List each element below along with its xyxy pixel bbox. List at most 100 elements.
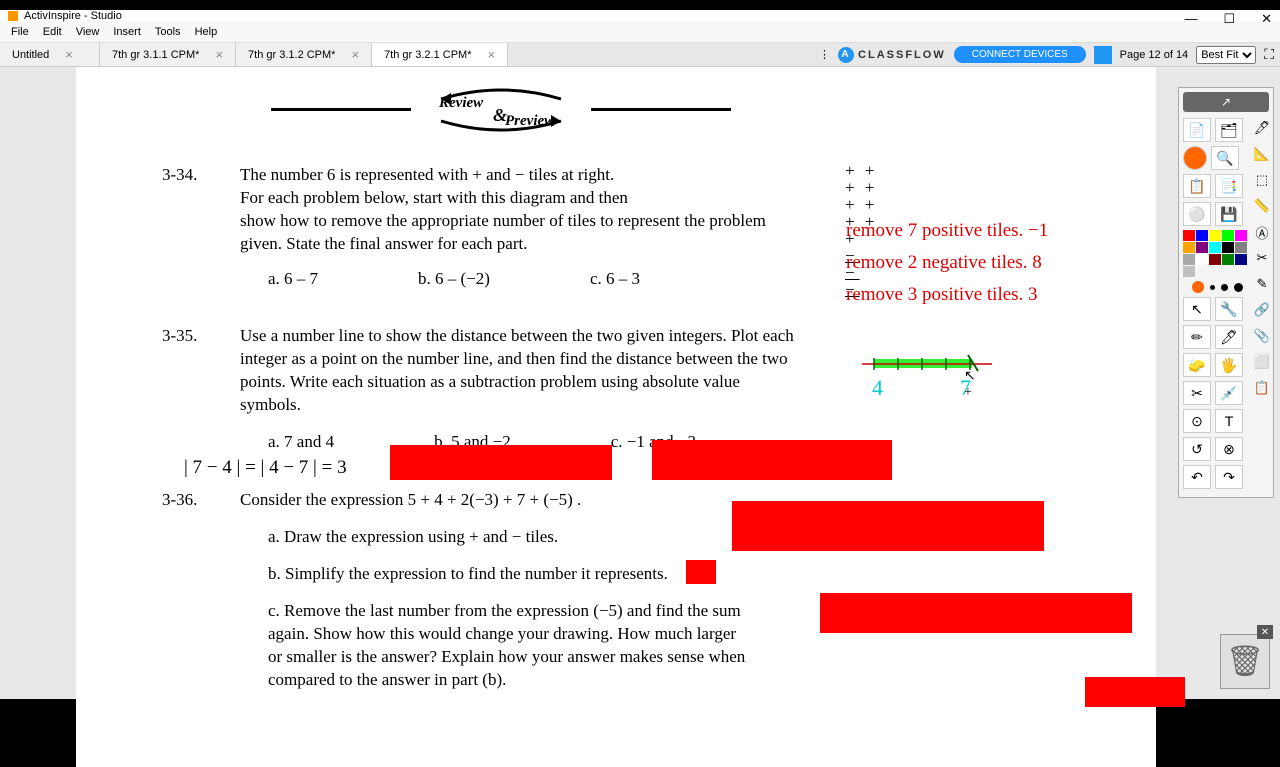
color-swatch[interactable]: [1235, 254, 1247, 265]
side-tool-1[interactable]: 📐: [1252, 143, 1272, 165]
tab-label: Untitled: [12, 49, 49, 61]
tab-311[interactable]: 7th gr 3.1.1 CPM*×: [100, 43, 236, 66]
record-icon[interactable]: [1183, 146, 1207, 170]
tab-close-icon[interactable]: ×: [351, 47, 359, 62]
side-tool-8[interactable]: 📎: [1252, 325, 1272, 347]
share-button[interactable]: ↗: [1183, 92, 1269, 112]
maximize-button[interactable]: ☐: [1219, 11, 1239, 27]
reset-icon[interactable]: ↺: [1183, 437, 1211, 461]
picker-icon[interactable]: 💉: [1215, 381, 1243, 405]
hand-icon[interactable]: 🖐: [1215, 353, 1243, 377]
search-icon[interactable]: 🔍: [1211, 146, 1239, 170]
save-icon[interactable]: 💾: [1215, 202, 1243, 226]
connect-devices-button[interactable]: CONNECT DEVICES: [954, 46, 1086, 63]
problem-text: show how to remove the appropriate numbe…: [240, 210, 880, 233]
tab-312[interactable]: 7th gr 3.1.2 CPM*×: [236, 43, 372, 66]
paste-icon[interactable]: 📑: [1215, 174, 1243, 198]
tab-untitled[interactable]: Untitled ×: [0, 43, 100, 66]
red-annotation-box: [732, 501, 1044, 551]
menu-tools[interactable]: Tools: [148, 26, 188, 38]
side-tool-2[interactable]: ⬚: [1252, 169, 1272, 191]
part-b: b. Simplify the expression to find the n…: [240, 563, 820, 586]
answer-335a: | 7 − 4 | = | 4 − 7 | = 3: [184, 455, 347, 481]
menubar: File Edit View Insert Tools Help: [0, 21, 1280, 43]
menu-view[interactable]: View: [69, 26, 107, 38]
review-text: Review: [439, 95, 483, 112]
fullscreen-icon[interactable]: ⛶: [1264, 46, 1274, 63]
problem-text: For each problem below, start with this …: [240, 187, 880, 210]
part-b: b. 6 – (−2): [418, 268, 490, 291]
redo-icon[interactable]: ↷: [1215, 465, 1243, 489]
more-icon[interactable]: ⋮: [819, 48, 830, 61]
eraser-icon[interactable]: 🧽: [1183, 353, 1211, 377]
color-swatch[interactable]: [1196, 230, 1208, 241]
color-palette: [1183, 230, 1251, 277]
red-annotation-box: [652, 440, 892, 480]
side-tool-10[interactable]: 📋: [1252, 377, 1272, 399]
color-swatch[interactable]: [1235, 230, 1247, 241]
color-swatch[interactable]: [1183, 266, 1195, 277]
pen-size-med[interactable]: [1221, 284, 1228, 291]
svg-text:7: 7: [960, 375, 971, 400]
tabbar-right: ⋮ A CLASSFLOW CONNECT DEVICES Page 12 of…: [819, 43, 1274, 66]
pen-icon[interactable]: 🖊: [1215, 325, 1243, 349]
app-window: ActivInspire - Studio — ☐ ✕ File Edit Vi…: [0, 21, 1280, 699]
trash-panel[interactable]: 🗑 ✕: [1220, 634, 1270, 689]
pencil-icon[interactable]: ✏: [1183, 325, 1211, 349]
minimize-button[interactable]: —: [1180, 11, 1201, 27]
close-button[interactable]: ✕: [1257, 11, 1276, 27]
side-tool-6[interactable]: ✎: [1252, 273, 1272, 295]
menu-file[interactable]: File: [4, 26, 36, 38]
menu-help[interactable]: Help: [188, 26, 225, 38]
select-icon[interactable]: ↖: [1183, 297, 1211, 321]
crop-icon[interactable]: ✂: [1183, 381, 1211, 405]
side-tool-5[interactable]: ✂: [1252, 247, 1272, 269]
color-swatch[interactable]: [1196, 254, 1208, 265]
tab-close-icon[interactable]: ×: [215, 47, 223, 62]
color-swatch[interactable]: [1235, 242, 1247, 253]
side-tool-4[interactable]: Ⓐ: [1252, 221, 1272, 243]
text-icon[interactable]: T: [1215, 409, 1243, 433]
canvas-area[interactable]: Review & Preview 3-34. The number 6 is r…: [0, 67, 1280, 699]
pen-size-big[interactable]: [1234, 283, 1243, 292]
problem-number: 3-36.: [162, 489, 197, 512]
menu-edit[interactable]: Edit: [36, 26, 69, 38]
color-swatch[interactable]: [1183, 230, 1195, 241]
tab-321[interactable]: 7th gr 3.2.1 CPM*×: [372, 43, 508, 66]
annotation-3: remove 3 positive tiles. 3: [846, 284, 1038, 306]
circle-icon[interactable]: ⚪: [1183, 202, 1211, 226]
color-swatch[interactable]: [1196, 242, 1208, 253]
pen-size-large[interactable]: [1192, 281, 1204, 293]
part-a: a. 6 – 7: [268, 268, 318, 291]
tab-close-icon[interactable]: ×: [65, 47, 73, 62]
red-annotation-box: [820, 593, 1132, 633]
trash-close-icon[interactable]: ✕: [1257, 625, 1273, 639]
grid-icon[interactable]: [1094, 46, 1112, 64]
trash-icon: 🗑: [1226, 644, 1264, 679]
tab-close-icon[interactable]: ×: [488, 47, 496, 62]
side-tool-7[interactable]: 🔗: [1252, 299, 1272, 321]
color-swatch[interactable]: [1222, 242, 1234, 253]
browser-icon[interactable]: 🗂: [1215, 118, 1243, 142]
color-swatch[interactable]: [1222, 254, 1234, 265]
pen-size-small[interactable]: [1210, 285, 1215, 290]
copy-icon[interactable]: 📋: [1183, 174, 1211, 198]
header-line-left: [271, 108, 411, 111]
coin-icon[interactable]: ⊙: [1183, 409, 1211, 433]
problem-text: given. State the final answer for each p…: [240, 233, 880, 256]
side-tool-9[interactable]: ⬜: [1252, 351, 1272, 373]
clear-icon[interactable]: ⊗: [1215, 437, 1243, 461]
color-swatch[interactable]: [1209, 242, 1221, 253]
color-swatch[interactable]: [1222, 230, 1234, 241]
side-tool-0[interactable]: 🖊: [1252, 117, 1272, 139]
page-icon[interactable]: 📄: [1183, 118, 1211, 142]
color-swatch[interactable]: [1183, 242, 1195, 253]
wrench-icon[interactable]: 🔧: [1215, 297, 1243, 321]
undo-icon[interactable]: ↶: [1183, 465, 1211, 489]
zoom-select[interactable]: Best Fit: [1196, 46, 1256, 64]
color-swatch[interactable]: [1209, 230, 1221, 241]
side-tool-3[interactable]: 📏: [1252, 195, 1272, 217]
color-swatch[interactable]: [1183, 254, 1195, 265]
menu-insert[interactable]: Insert: [106, 26, 148, 38]
color-swatch[interactable]: [1209, 254, 1221, 265]
